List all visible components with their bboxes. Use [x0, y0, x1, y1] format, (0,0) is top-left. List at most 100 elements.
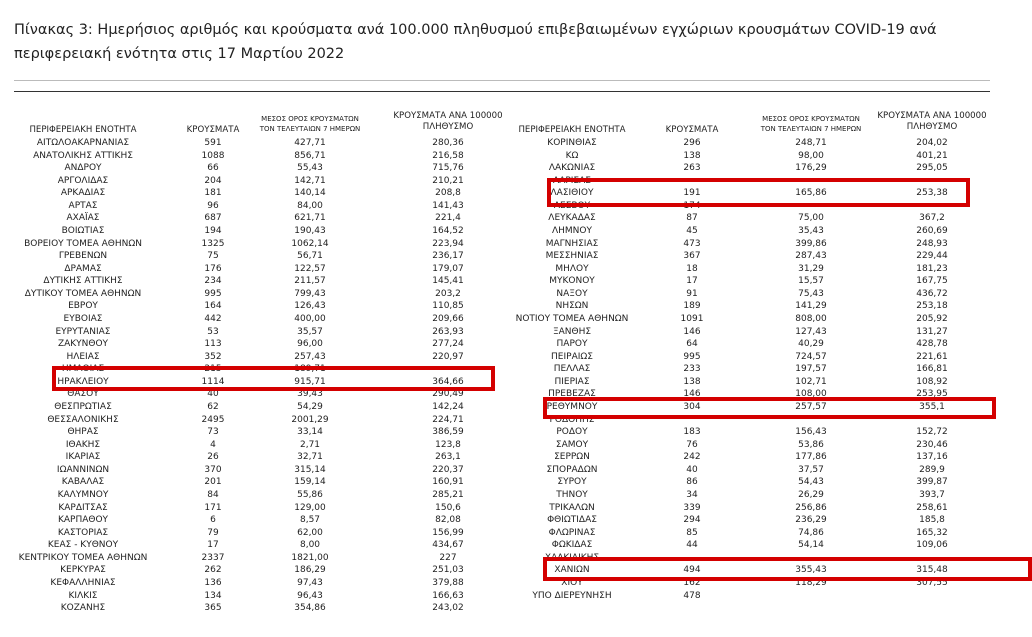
table-cell: 401,21 — [916, 150, 948, 161]
table-cell: 197,57 — [795, 364, 827, 375]
table-cell: 84,00 — [297, 200, 323, 211]
table-cell: ΘΑΣΟΥ — [67, 389, 99, 400]
table-cell: 40 — [686, 464, 698, 475]
table-cell: 37,57 — [798, 464, 824, 475]
table-cell: 53,86 — [798, 439, 824, 450]
rule — [14, 80, 990, 81]
table-cell: 352 — [204, 351, 222, 362]
table-cell: ΒΟΙΩΤΙΑΣ — [61, 225, 105, 236]
table-cell: 76 — [686, 439, 698, 450]
table-cell: 201 — [204, 477, 222, 488]
table-cell: 40,29 — [798, 339, 824, 350]
table-cell: 236,17 — [432, 251, 464, 262]
table-cell: 296 — [683, 138, 701, 148]
table-cell: 399,86 — [795, 238, 827, 249]
table-cell: 62,00 — [297, 527, 323, 538]
table-cell: 35,43 — [798, 225, 824, 236]
table-cell: 210,21 — [432, 175, 464, 186]
table-cell: 190,43 — [294, 225, 326, 236]
table-cell: ΚΕΑΣ - ΚΥΘΝΟΥ — [47, 540, 119, 551]
table-cell: ΗΡΑΚΛΕΙΟΥ — [57, 376, 109, 387]
table-cell: ΡΟΔΟΥ — [556, 427, 588, 438]
table-cell: 428,78 — [916, 339, 948, 350]
table-cell: 355,1 — [919, 401, 945, 412]
table-cell: 134 — [204, 590, 222, 601]
table-cell: 186,29 — [294, 565, 326, 576]
table-cell: 289,9 — [919, 464, 945, 475]
table-cell: 176,29 — [795, 163, 827, 174]
table-cell: ΤΗΝΟΥ — [556, 489, 588, 500]
table-cell: ΡΟΔΟΠΗΣ — [549, 414, 595, 425]
table-cell: 236,29 — [795, 515, 827, 526]
table-cell: 127,43 — [795, 326, 827, 337]
table-cell: 136 — [204, 577, 222, 588]
table-cell: 304 — [683, 401, 701, 412]
table-cell: ΜΗΛΟΥ — [555, 263, 589, 274]
table-cell: 315,14 — [294, 464, 326, 475]
table-cell: 209,66 — [432, 313, 464, 324]
table-cell: ΞΑΝΘΗΣ — [552, 326, 592, 337]
table-cell: 108,00 — [795, 389, 827, 400]
table-cell: 82,08 — [435, 515, 461, 526]
table-cell: 31,29 — [798, 263, 824, 274]
table-cell: ΣΕΡΡΩΝ — [554, 452, 590, 463]
table-cell: 234 — [204, 276, 222, 287]
table-cell: 1062,14 — [291, 238, 329, 249]
table-cell: 162 — [683, 577, 701, 588]
table-cell: ΠΡΕΒΕΖΑΣ — [548, 389, 596, 400]
table-cell: 2,71 — [299, 439, 321, 450]
table-cell: ΚΟΖΑΝΗΣ — [60, 603, 106, 614]
column-header: ΚΡΟΥΣΜΑΤΑ — [186, 125, 240, 135]
table-cell: 393,7 — [919, 489, 945, 500]
table-cell: 229,44 — [916, 251, 948, 262]
table-cell: 253,38 — [916, 188, 948, 199]
table-cell: 220,37 — [432, 464, 464, 475]
table-cell: ΥΠΟ ΔΙΕΡΕΥΝΗΣΗ — [532, 590, 612, 601]
table-cell: 287,43 — [795, 251, 827, 262]
table-cell: ΖΑΚΥΝΘΟΥ — [57, 339, 109, 350]
table-cell: 145,41 — [432, 276, 464, 287]
table-cell: 6 — [210, 515, 216, 526]
highlight — [547, 178, 970, 207]
table-cell: 290,49 — [432, 389, 464, 400]
table-cell: 494 — [683, 565, 701, 576]
column-header: ΠΕΡΙΦΕΡΕΙΑΚΗ ΕΝΟΤΗΤΑ — [29, 125, 137, 135]
table-cell: 156,99 — [432, 527, 464, 538]
highlight — [543, 397, 996, 419]
table-cell: 53 — [207, 326, 219, 337]
table-cell: 55,86 — [297, 489, 323, 500]
table-cell: 233 — [683, 364, 701, 375]
table-cell: 181 — [204, 188, 222, 199]
table-cell: 263,93 — [432, 326, 464, 337]
table-cell: 74,86 — [798, 527, 824, 538]
table-cell: 687 — [204, 213, 222, 224]
column-header: ΜΕΣΟΣ ΟΡΟΣ ΚΡΟΥΣΜΑΤΩΝ ΤΟΝ ΤΕΛΕΥΤΑΙΩΝ 7 Η… — [760, 115, 862, 133]
table-cell: ΝΟΤΙΟΥ ΤΟΜΕΑ ΑΘΗΝΩΝ — [515, 313, 629, 324]
table-cell: 166,63 — [432, 590, 464, 601]
table-cell: ΑΝΔΡΟΥ — [64, 163, 102, 174]
table-cell: 17 — [207, 540, 219, 551]
table-cell: 248,93 — [916, 238, 948, 249]
table-cell: 146 — [683, 326, 701, 337]
table-cell: 167,75 — [916, 276, 948, 287]
table-cell: 189 — [683, 301, 701, 312]
table-cell: ΜΥΚΟΝΟΥ — [549, 276, 595, 287]
table-cell: 131,27 — [916, 326, 948, 337]
table-cell: 98,00 — [798, 150, 824, 161]
table-cell: 166,81 — [916, 364, 948, 375]
column-header: ΜΕΣΟΣ ΟΡΟΣ ΚΡΟΥΣΜΑΤΩΝ ΤΟΝ ΤΕΛΕΥΤΑΙΩΝ 7 Η… — [259, 115, 361, 133]
table-cell: 277,24 — [432, 339, 464, 350]
table-cell: 177,86 — [795, 452, 827, 463]
table-cell: 129,00 — [294, 502, 326, 513]
table-cell: ΑΡΤΑΣ — [68, 200, 98, 211]
column-header: ΚΡΟΥΣΜΑΤΑ — [665, 125, 719, 135]
table-cell: 856,71 — [294, 150, 326, 161]
table-cell: 243,02 — [432, 603, 464, 614]
table-cell: 75,43 — [798, 288, 824, 299]
table-cell: 18 — [686, 263, 698, 274]
table-cell: 355,43 — [795, 565, 827, 576]
table-cell: 285,21 — [432, 489, 464, 500]
table-cell: 54,43 — [798, 477, 824, 488]
table-cell: 97,43 — [297, 577, 323, 588]
table-cell: ΘΕΣΠΡΩΤΙΑΣ — [54, 401, 112, 412]
